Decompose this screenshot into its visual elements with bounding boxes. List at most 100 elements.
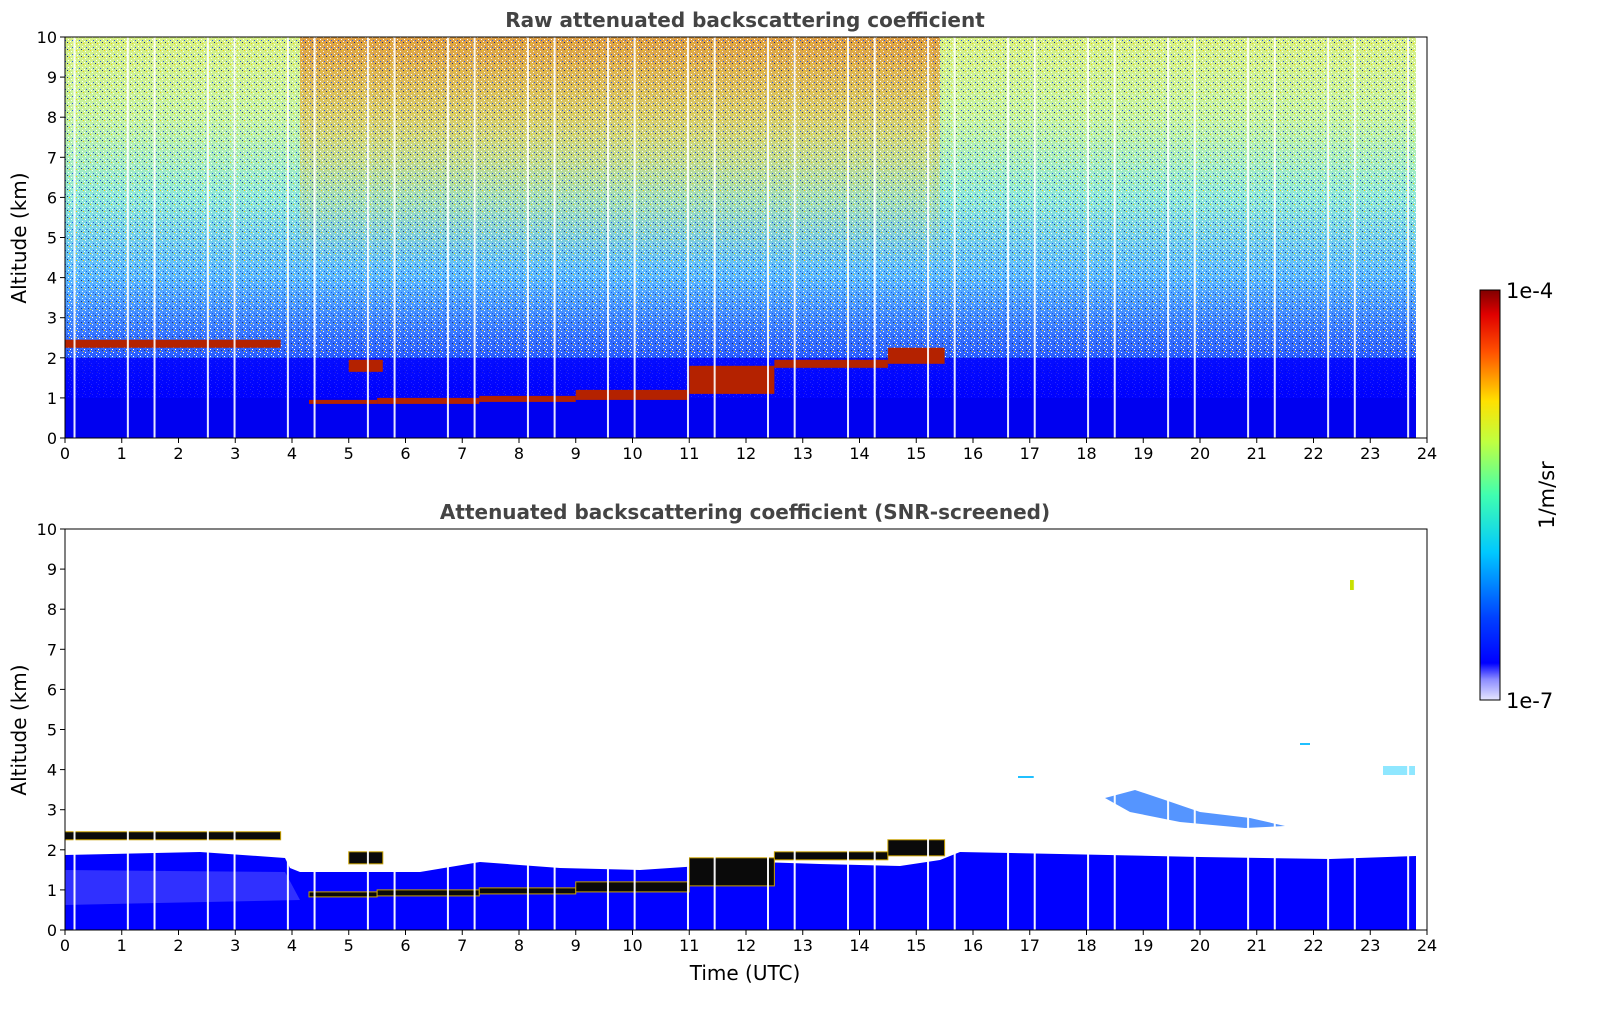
x-tick-label: 18 [1076, 444, 1096, 463]
x-tick-label: 0 [60, 936, 70, 955]
x-tick-label: 9 [571, 444, 581, 463]
x-tick-label: 10 [622, 936, 642, 955]
x-tick-label: 13 [793, 936, 813, 955]
y-tick-label: 4 [47, 761, 57, 780]
screened-aerosol-speck-a [1018, 776, 1034, 778]
missing-profile-stripe [633, 529, 636, 930]
missing-profile-stripe [713, 529, 716, 930]
x-tick-label: 12 [736, 444, 756, 463]
x-tick-label: 19 [1133, 936, 1153, 955]
screened-aerosol-layer [1105, 790, 1285, 828]
raw-missing-profiles [73, 37, 1427, 438]
no-data-tail [1421, 529, 1427, 930]
cloud-layer-mark [774, 359, 888, 368]
x-tick-label: 18 [1076, 936, 1096, 955]
missing-profile-stripe [1273, 529, 1276, 930]
missing-profile-stripe [206, 529, 209, 930]
y-tick-label: 4 [47, 269, 57, 288]
missing-profile-stripe [1113, 529, 1116, 930]
missing-profile-stripe [126, 529, 129, 930]
x-tick-label: 1 [117, 444, 127, 463]
missing-profile-stripe [927, 37, 930, 438]
y-tick-label: 10 [37, 28, 57, 47]
colorbar-max-label: 1e-4 [1506, 279, 1553, 303]
x-tick-label: 7 [457, 936, 467, 955]
panel-raw-ylabel: Altitude (km) [7, 172, 31, 303]
missing-profile-stripe [1113, 37, 1116, 438]
x-tick-label: 3 [230, 936, 240, 955]
x-tick-label: 6 [400, 936, 410, 955]
y-tick-label: 7 [47, 148, 57, 167]
missing-profile-stripe [286, 529, 289, 930]
cloud-layer-mark [377, 397, 480, 404]
x-tick-label: 8 [514, 444, 524, 463]
x-tick-label: 24 [1417, 936, 1437, 955]
missing-profile-stripe [286, 37, 289, 438]
y-tick-label: 3 [47, 309, 57, 328]
x-tick-label: 17 [1020, 936, 1040, 955]
y-tick-label: 6 [47, 680, 57, 699]
missing-profile-stripe [847, 529, 850, 930]
cloud-layer-mark [65, 339, 281, 348]
colorbar: 1e-4 1e-7 1/m/sr [1479, 279, 1559, 713]
screened-lower-haze [65, 870, 300, 930]
cloud-layer-mark [575, 389, 690, 400]
screened-cloud-layers [65, 831, 946, 898]
y-tick-label: 3 [47, 801, 57, 820]
missing-profile-stripe [526, 529, 529, 930]
colorbar-unit-label: 1/m/sr [1535, 461, 1559, 529]
missing-profile-stripe [366, 529, 369, 930]
x-tick-label: 5 [344, 444, 354, 463]
cloud-layer-mark [887, 347, 945, 364]
y-tick-label: 8 [47, 108, 57, 127]
cloud-layer-mark [773, 851, 889, 861]
x-tick-label: 6 [400, 444, 410, 463]
missing-profile-stripe [1327, 529, 1330, 930]
missing-profile-stripe [686, 37, 689, 438]
x-tick-label: 17 [1020, 444, 1040, 463]
panel-raw-title: Raw attenuated backscattering coefficien… [505, 8, 985, 32]
missing-profile-stripe [1087, 529, 1090, 930]
screened-aerosol-speck-c [1300, 743, 1310, 745]
x-tick-label: 2 [173, 936, 183, 955]
x-tick-label: 22 [1303, 936, 1323, 955]
missing-profile-stripe [713, 37, 716, 438]
missing-profile-stripe [73, 37, 76, 438]
missing-profile-stripe [927, 529, 930, 930]
x-tick-label: 20 [1190, 936, 1210, 955]
missing-profile-stripe [313, 37, 316, 438]
y-tick-label: 2 [47, 841, 57, 860]
screened-aerosol-speck-b [1383, 766, 1415, 775]
missing-profile-stripe [686, 529, 689, 930]
x-tick-label: 5 [344, 936, 354, 955]
missing-profile-stripe [606, 529, 609, 930]
x-tick-label: 21 [1247, 444, 1267, 463]
x-tick-label: 11 [679, 936, 699, 955]
missing-profile-stripe [153, 529, 156, 930]
missing-profile-stripe [553, 529, 556, 930]
x-tick-label: 0 [60, 444, 70, 463]
missing-profile-stripe [953, 37, 956, 438]
missing-profile-stripe [1007, 37, 1010, 438]
x-tick-label: 13 [793, 444, 813, 463]
missing-profile-stripe [1007, 529, 1010, 930]
missing-profile-stripe [233, 529, 236, 930]
missing-profile-stripe [1167, 529, 1170, 930]
missing-profile-stripe [366, 37, 369, 438]
cloud-layer-mark [376, 889, 480, 897]
panel-raw-plot-area [65, 37, 1427, 438]
x-tick-label: 4 [287, 936, 297, 955]
missing-profile-stripe [873, 529, 876, 930]
x-tick-label: 14 [849, 936, 869, 955]
missing-profile-stripe [73, 529, 76, 930]
y-tick-label: 10 [37, 520, 57, 539]
x-tick-label: 15 [906, 444, 926, 463]
missing-profile-stripe [793, 529, 796, 930]
missing-profile-stripe [766, 529, 769, 930]
screened-missing-profiles [73, 529, 1427, 930]
missing-profile-stripe [766, 37, 769, 438]
x-tick-label: 21 [1247, 936, 1267, 955]
y-tick-label: 1 [47, 389, 57, 408]
missing-profile-stripe [633, 37, 636, 438]
panel-screened-y-axis: 0 1 2 3 4 5 6 7 8 9 10 [37, 520, 65, 940]
